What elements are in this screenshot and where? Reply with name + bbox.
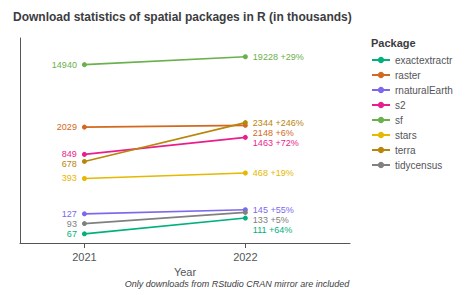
svg-text:19228 +29%: 19228 +29% [253, 52, 304, 62]
svg-text:2148 +6%: 2148 +6% [253, 128, 294, 138]
svg-text:2021: 2021 [72, 251, 96, 263]
svg-text:Download statistics of spatial: Download statistics of spatial packages … [13, 10, 352, 24]
svg-text:67: 67 [67, 229, 77, 239]
svg-text:sf: sf [395, 115, 403, 126]
svg-text:849: 849 [62, 149, 77, 159]
svg-text:1463 +72%: 1463 +72% [253, 138, 299, 148]
svg-text:s2: s2 [395, 100, 406, 111]
svg-text:stars: stars [395, 130, 417, 141]
svg-text:468 +19%: 468 +19% [253, 168, 294, 178]
svg-text:393: 393 [62, 173, 77, 183]
svg-text:2022: 2022 [233, 251, 257, 263]
svg-text:tidycensus: tidycensus [395, 160, 442, 171]
svg-text:14940: 14940 [52, 60, 77, 70]
svg-text:exactextractr: exactextractr [395, 55, 453, 66]
svg-text:111 +64%: 111 +64% [253, 225, 292, 235]
svg-text:raster: raster [395, 70, 421, 81]
svg-text:133 +5%: 133 +5% [253, 215, 289, 225]
svg-text:Package: Package [371, 37, 416, 49]
svg-text:127: 127 [62, 209, 77, 219]
svg-text:2344 +246%: 2344 +246% [253, 118, 304, 128]
svg-text:93: 93 [67, 219, 77, 229]
svg-text:2029: 2029 [57, 122, 77, 132]
svg-text:145 +55%: 145 +55% [253, 205, 294, 215]
svg-text:Only downloads from RStudio CR: Only downloads from RStudio CRAN mirror … [125, 279, 351, 289]
svg-text:Year: Year [174, 266, 197, 278]
svg-text:rnaturalEarth: rnaturalEarth [395, 85, 453, 96]
svg-text:terra: terra [395, 145, 416, 156]
svg-text:678: 678 [62, 159, 77, 169]
